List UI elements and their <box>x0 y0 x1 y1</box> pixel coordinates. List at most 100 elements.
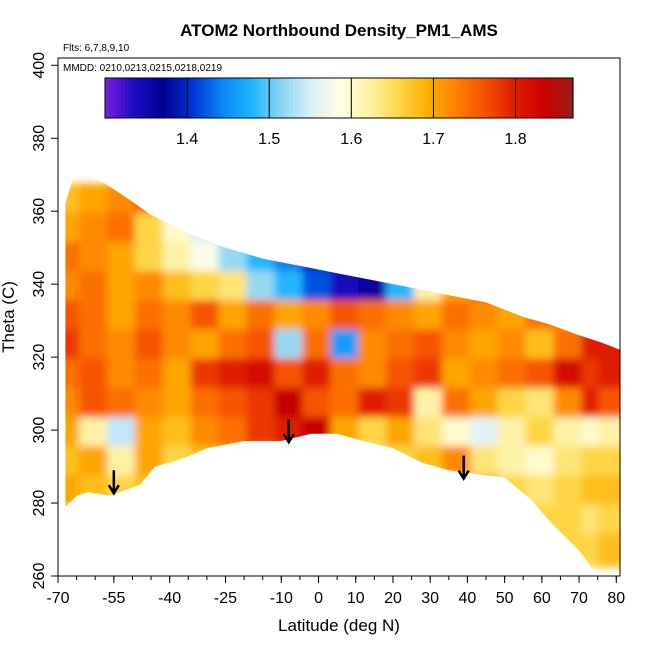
colorbar-segment <box>261 78 266 118</box>
down-arrow <box>457 455 470 481</box>
heatmap-cell <box>246 533 279 568</box>
heatmap-cell <box>246 271 279 305</box>
colorbar-segment <box>237 78 242 118</box>
colorbar-segment <box>469 78 474 118</box>
x-tick-label: -10 <box>270 590 293 607</box>
colorbar-segment <box>549 78 554 118</box>
heatmap-cell <box>581 300 614 334</box>
colorbar-segment <box>445 78 450 118</box>
heatmap-cell <box>441 504 475 539</box>
heatmap-cell <box>525 212 559 247</box>
heatmap-cell <box>441 183 475 218</box>
colorbar-segment <box>373 78 378 118</box>
heatmap-cell <box>274 475 307 509</box>
heatmap-cell <box>246 300 279 334</box>
colorbar-segment <box>137 78 142 118</box>
heatmap-cell <box>497 300 531 334</box>
heatmap-cell <box>525 358 559 393</box>
heatmap-cell <box>106 387 140 422</box>
chart-title: ATOM2 Northbound Density_PM1_AMS <box>180 21 498 40</box>
colorbar-segment <box>409 78 414 118</box>
colorbar-segment <box>377 78 382 118</box>
colorbar-segment <box>553 78 558 118</box>
heatmap-cell <box>497 446 531 480</box>
heatmap-cell <box>302 387 335 422</box>
heatmap-cell <box>497 271 531 305</box>
heatmap-cell <box>162 183 196 218</box>
heatmap-cell <box>106 533 140 568</box>
heatmap-cell <box>581 212 614 247</box>
heatmap-cell <box>106 417 140 451</box>
heatmap-cell <box>441 271 475 305</box>
heatmap-cell <box>302 475 335 509</box>
colorbar-segment <box>117 78 122 118</box>
heatmap-cell <box>553 271 586 305</box>
y-tick-label: 320 <box>31 344 48 371</box>
heatmap-cell <box>218 533 251 568</box>
heatmap-cell <box>358 533 391 568</box>
heatmap-cell <box>162 533 196 568</box>
heatmap-cell <box>134 446 168 480</box>
heatmap-cell <box>106 241 140 276</box>
heatmap-cell <box>190 504 224 539</box>
colorbar-segment <box>165 78 170 118</box>
heatmap-cell <box>598 387 620 422</box>
heatmap-cell <box>302 212 335 247</box>
colorbar-segment <box>497 78 502 118</box>
colorbar-segment <box>569 78 574 118</box>
heatmap-cell <box>553 417 586 451</box>
colorbar-segment <box>361 78 366 118</box>
y-axis: 260 280 300 320 340 360 380 400 <box>31 52 58 589</box>
heatmap-cell <box>358 212 391 247</box>
heatmap-cell <box>386 212 419 247</box>
heatmap-cell <box>162 504 196 539</box>
colorbar-segment <box>145 78 150 118</box>
heatmap-cell <box>162 271 196 305</box>
heatmap-cell <box>246 446 279 480</box>
colorbar-segment <box>109 78 114 118</box>
heatmap-cell <box>190 475 224 509</box>
colorbar-segment <box>393 78 398 118</box>
x-tick-label: -70 <box>46 590 69 607</box>
heatmap-cell <box>218 504 251 539</box>
heatmap-cell <box>190 271 224 305</box>
heatmap-cell <box>414 241 447 276</box>
heatmap-cell <box>441 241 475 276</box>
heatmap-cell <box>65 446 84 480</box>
heatmap-cell <box>497 387 531 422</box>
heatmap-cell <box>274 329 307 363</box>
heatmap-cell <box>162 212 196 247</box>
heatmap-cell <box>598 533 620 568</box>
heatmap-cell <box>414 387 447 422</box>
heatmap-cell <box>65 417 84 451</box>
heatmap-cell <box>469 358 503 393</box>
colorbar-segment <box>429 78 434 118</box>
heatmap-cell <box>497 358 531 393</box>
colorbar-segment <box>369 78 374 118</box>
colorbar-segment <box>281 78 286 118</box>
heatmap-cell <box>497 183 531 218</box>
y-tick-label: 300 <box>31 417 48 444</box>
x-axis: -70 -55 -40 -25 -10 0 10 20 30 40 50 60 70 80 <box>46 576 625 607</box>
colorbar-segment <box>125 78 130 118</box>
heatmap-cell <box>469 446 503 480</box>
heatmap-cell <box>79 212 112 247</box>
colorbar-segment <box>473 78 478 118</box>
heatmap-cell <box>497 329 531 363</box>
heatmap-cell <box>190 358 224 393</box>
heatmap-cell <box>598 504 620 539</box>
flights-annotation: Flts: 6,7,8,9,10 <box>63 43 130 54</box>
heatmap-cell <box>79 241 112 276</box>
heatmap-cell <box>358 358 391 393</box>
colorbar-segment <box>561 78 566 118</box>
heatmap-cell <box>134 212 168 247</box>
dates-annotation: MMDD: 0210,0213,0215,0218,0219 <box>63 63 222 74</box>
heatmap-cell <box>218 417 251 451</box>
x-tick-label: 20 <box>384 590 402 607</box>
heatmap-cell <box>190 183 224 218</box>
plot-frame <box>57 57 621 577</box>
heatmap-cell <box>553 387 586 422</box>
heatmap-layer <box>65 183 620 568</box>
heatmap-cell <box>469 183 503 218</box>
